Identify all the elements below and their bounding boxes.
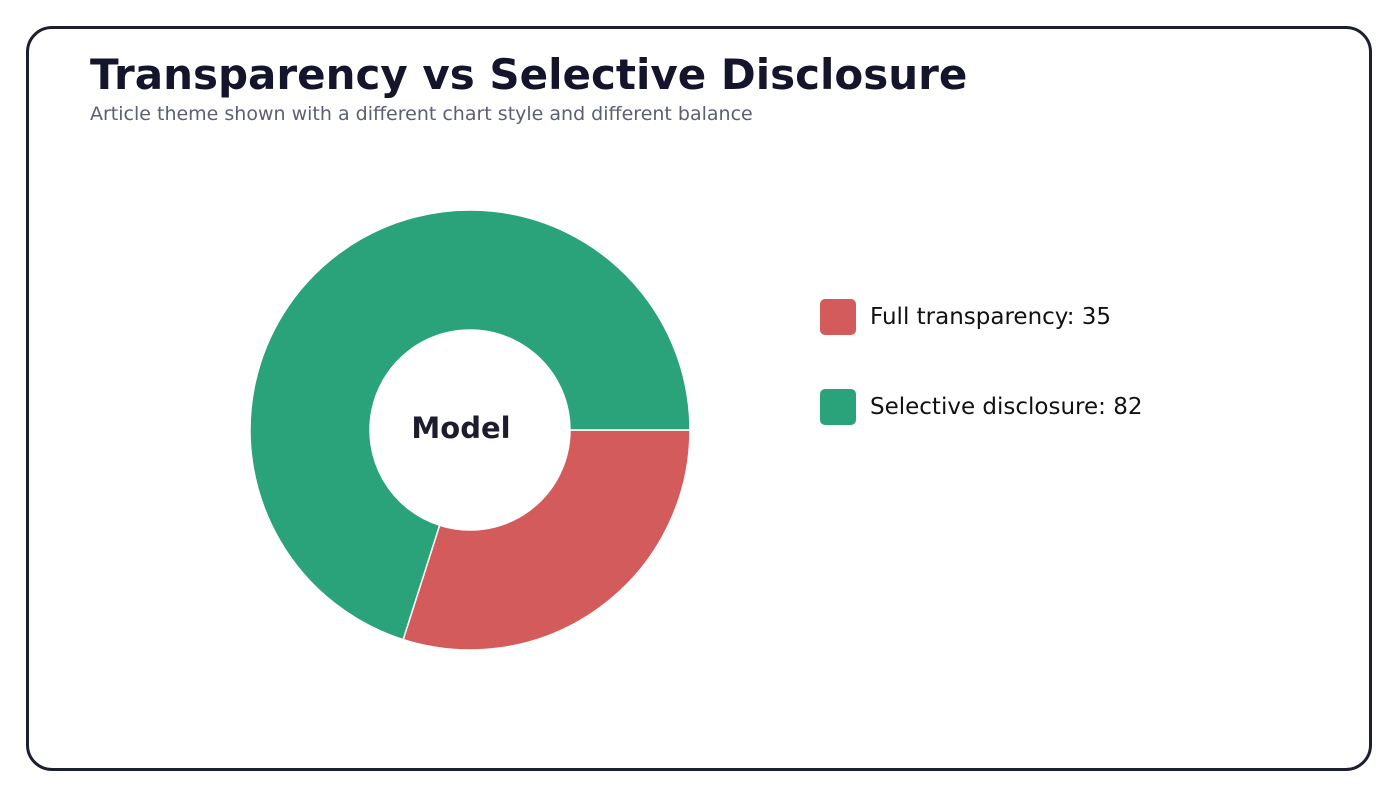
legend-swatch-selective-disclosure [820,389,856,425]
donut-slice-selective-disclosure [249,209,691,641]
donut-slices [249,209,691,651]
donut-slice-full-transparency [402,429,691,651]
chart-legend: Full transparency: 35 Selective disclosu… [820,299,1143,479]
chart-subtitle: Article theme shown with a different cha… [90,103,753,125]
donut-center-label: Model [411,411,510,445]
chart-card [26,26,1372,771]
legend-label-selective-disclosure: Selective disclosure: 82 [870,394,1143,420]
legend-label-full-transparency: Full transparency: 35 [870,304,1112,330]
legend-item-selective-disclosure: Selective disclosure: 82 [820,389,1143,425]
legend-item-full-transparency: Full transparency: 35 [820,299,1143,335]
legend-swatch-full-transparency [820,299,856,335]
chart-title: Transparency vs Selective Disclosure [90,50,968,99]
